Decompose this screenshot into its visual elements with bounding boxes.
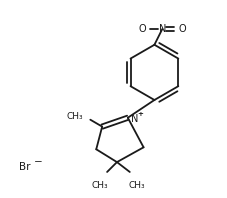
Text: CH₃: CH₃ — [91, 181, 108, 190]
Text: N: N — [130, 114, 138, 124]
Text: −: − — [34, 157, 43, 167]
Text: O: O — [138, 24, 146, 34]
Text: Br: Br — [19, 162, 31, 172]
Text: N: N — [158, 24, 165, 34]
Text: CH₃: CH₃ — [128, 181, 144, 190]
Text: O: O — [178, 24, 185, 34]
Text: +: + — [137, 111, 143, 117]
Text: CH₃: CH₃ — [67, 112, 83, 121]
